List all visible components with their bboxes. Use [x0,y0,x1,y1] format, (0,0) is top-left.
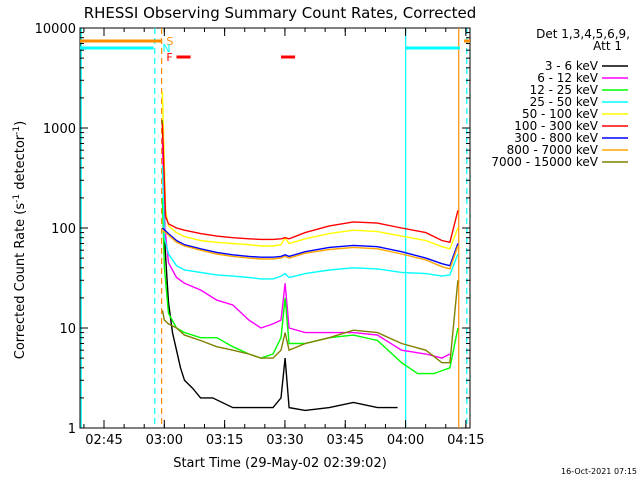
plot-frame [79,27,471,429]
series-lines [161,91,459,412]
legend-header-line2: Att 1 [593,39,622,53]
legend-label-12-25-kev: 12 - 25 keV [530,83,599,97]
flag-label-s: S [166,35,173,48]
series-line-7000-15000-kev [161,280,459,364]
legend-label-100-300-kev: 100 - 300 keV [514,119,598,133]
legend-label-3-6-kev: 3 - 6 keV [545,59,599,73]
x-tick-label: 03:30 [266,433,303,448]
flag-label-n: N [162,42,170,55]
x-tick-label: 04:15 [447,433,484,448]
series-line-25-50-kev [161,165,459,280]
series-line-12-25-kev [161,197,459,375]
flag-bars: SNF [80,35,470,64]
y-axis-label-part2: detector [13,134,28,194]
y-tick-label: 10 [59,322,76,337]
y-axis-label-sup1: -1 [12,194,22,203]
legend-label-800-7000-kev: 800 - 7000 keV [507,143,599,157]
axis-frame [79,27,471,429]
series-line-3-6-kev [161,120,398,412]
y-axis-label: Corrected Count Rate (s-1 detector-1) [12,121,28,359]
legend-label-50-100-kev: 50 - 100 keV [522,107,599,121]
chart-title: RHESSI Observing Summary Count Rates, Co… [84,4,477,22]
y-axis-label-sup2: -1 [12,126,22,135]
series-line-6-12-kev [161,137,451,359]
legend-label-6-12-kev: 6 - 12 keV [537,71,599,85]
x-axis-label: Start Time (29-May-02 02:39:02) [173,456,387,471]
flag-label-f: F [166,51,172,64]
y-tick-label: 10000 [35,22,76,37]
legend-label-25-50-kev: 25 - 50 keV [530,95,599,109]
y-axis-label-part3: ) [13,121,28,126]
x-tick-label: 03:15 [206,433,243,448]
x-tick-label: 03:45 [327,433,364,448]
y-tick-label: 100 [51,222,76,237]
series-line-800-7000-kev [161,229,459,270]
y-tick-label: 1000 [43,122,76,137]
y-tick-label: 1 [68,422,76,437]
legend-header-line1: Det 1,3,4,5,6,9, [536,27,630,41]
legend-label-300-800-kev: 300 - 800 keV [514,131,598,145]
series-line-300-800-kev [161,227,459,267]
series-line-100-300-kev [161,123,459,244]
x-tick-label: 04:00 [387,433,424,448]
legend-label-7000-15000-kev: 7000 - 15000 keV [491,155,598,169]
x-tick-label: 03:00 [146,433,183,448]
x-tick-label: 02:45 [85,433,122,448]
axis-ticks: 1 10 100 1000 10000 02:45 03:00 03:15 03:30 03:45… [35,22,485,448]
y-axis-label-part1: Corrected Count Rate (s [13,203,28,360]
footer-timestamp: 16-Oct-2021 07:15 [561,467,637,476]
series-line-50-100-kev [161,91,459,250]
